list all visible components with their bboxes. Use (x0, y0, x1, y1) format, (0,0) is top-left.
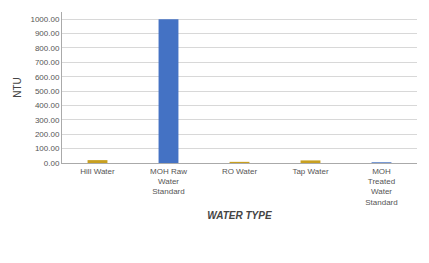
svg-text:Tap Water: Tap Water (292, 167, 328, 176)
svg-text:RO Water: RO Water (222, 167, 258, 176)
svg-text:900.00: 900.00 (35, 29, 60, 38)
svg-text:800.00: 800.00 (35, 44, 60, 53)
svg-text:400.00: 400.00 (35, 101, 60, 110)
svg-text:0.00: 0.00 (44, 159, 60, 168)
svg-text:NTU: NTU (12, 77, 23, 98)
svg-text:300.00: 300.00 (35, 116, 60, 125)
svg-text:100.00: 100.00 (35, 144, 60, 153)
svg-text:1000.00: 1000.00 (30, 15, 59, 24)
svg-text:Hill Water: Hill Water (80, 167, 115, 176)
svg-text:WATER TYPE: WATER TYPE (207, 210, 272, 221)
svg-text:500.00: 500.00 (35, 87, 60, 96)
svg-text:200.00: 200.00 (35, 130, 60, 139)
svg-text:MOH RawWaterStandard: MOH RawWaterStandard (150, 167, 187, 197)
svg-text:MOHTreatedWaterStandard: MOHTreatedWaterStandard (365, 167, 397, 207)
svg-text:600.00: 600.00 (35, 73, 60, 82)
svg-text:700.00: 700.00 (35, 58, 60, 67)
